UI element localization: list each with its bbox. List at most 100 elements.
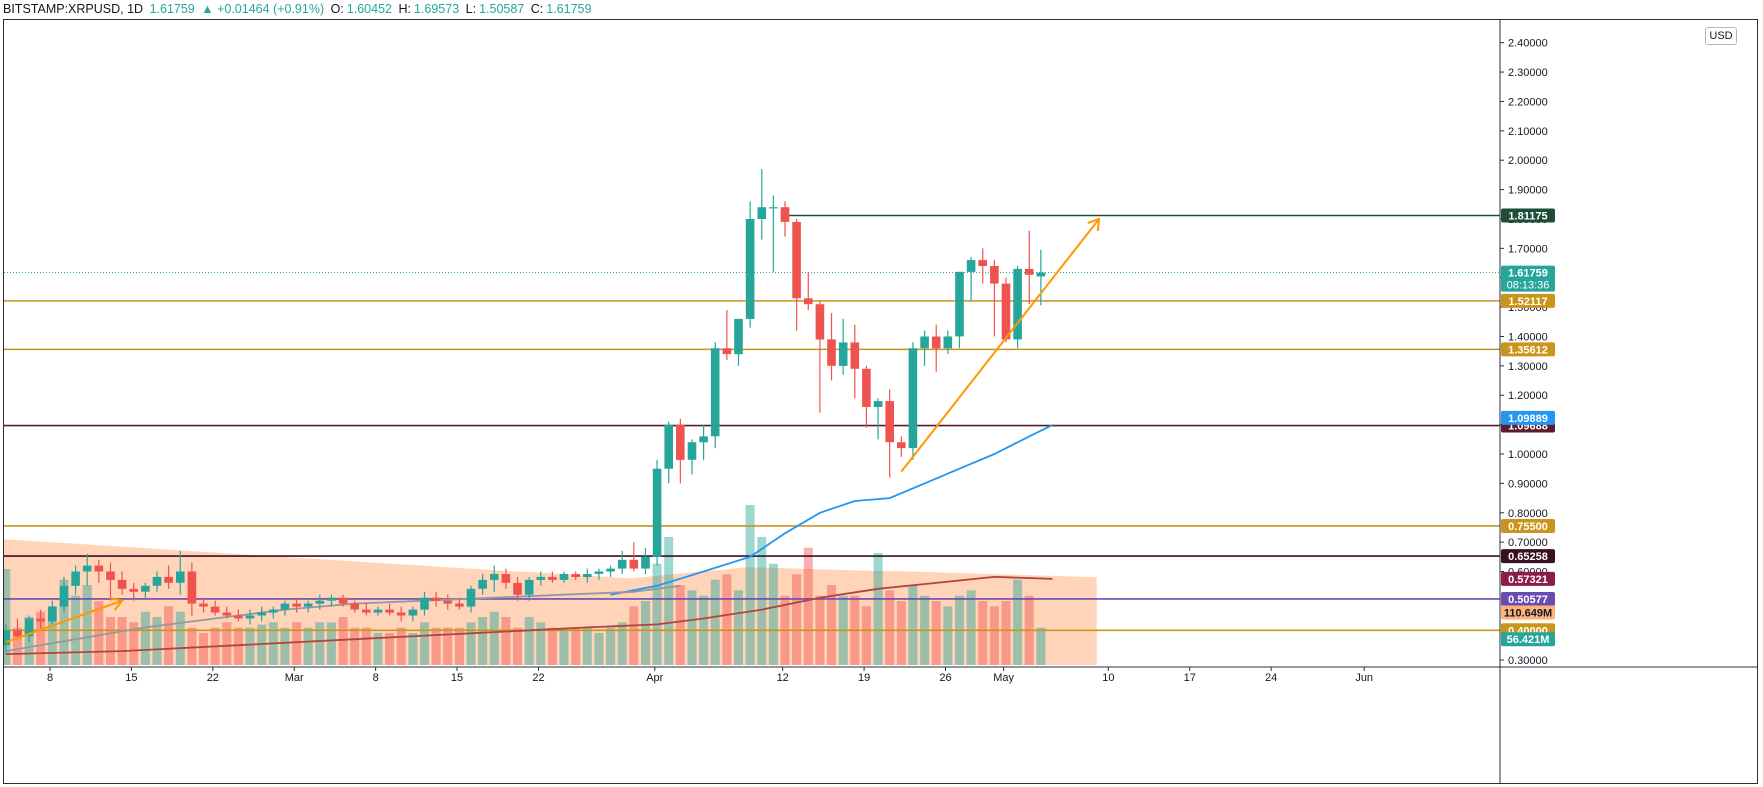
candle[interactable] bbox=[431, 591, 441, 607]
candle[interactable] bbox=[362, 603, 371, 616]
candle[interactable] bbox=[710, 342, 720, 449]
candle[interactable] bbox=[466, 585, 476, 613]
candle[interactable] bbox=[176, 550, 185, 595]
candle[interactable] bbox=[2, 624, 11, 655]
candle[interactable] bbox=[59, 576, 69, 613]
volume-bar bbox=[326, 622, 336, 665]
candle[interactable] bbox=[722, 310, 732, 360]
candle[interactable] bbox=[280, 600, 290, 616]
candle-body bbox=[327, 597, 336, 601]
candle[interactable] bbox=[94, 559, 104, 583]
candle[interactable] bbox=[920, 330, 929, 366]
candle[interactable] bbox=[234, 609, 243, 622]
candle[interactable] bbox=[652, 459, 662, 566]
candle[interactable] bbox=[827, 312, 836, 381]
candle[interactable] bbox=[164, 565, 173, 589]
candle[interactable] bbox=[106, 562, 115, 601]
candle[interactable] bbox=[943, 330, 953, 355]
candle[interactable] bbox=[617, 550, 627, 574]
candle[interactable] bbox=[862, 365, 871, 428]
candle[interactable] bbox=[117, 571, 127, 595]
candle[interactable] bbox=[931, 324, 941, 372]
candle[interactable] bbox=[978, 248, 987, 284]
candle[interactable] bbox=[850, 324, 860, 399]
candle[interactable] bbox=[676, 418, 685, 484]
symbol-label[interactable]: BITSTAMP:XRPUSD, 1D bbox=[3, 2, 144, 16]
candle[interactable] bbox=[1024, 230, 1034, 305]
candle[interactable] bbox=[1001, 277, 1011, 343]
candle[interactable] bbox=[524, 576, 534, 601]
candle[interactable] bbox=[490, 565, 499, 592]
candle[interactable] bbox=[13, 618, 22, 640]
candle[interactable] bbox=[559, 571, 569, 583]
candle[interactable] bbox=[780, 201, 790, 237]
candle[interactable] bbox=[641, 548, 650, 574]
candle[interactable] bbox=[210, 600, 220, 616]
candle[interactable] bbox=[629, 542, 639, 572]
candle[interactable] bbox=[420, 591, 429, 616]
candle[interactable] bbox=[327, 594, 336, 607]
candle[interactable] bbox=[745, 201, 755, 328]
candle[interactable] bbox=[804, 271, 813, 311]
candle[interactable] bbox=[990, 260, 999, 337]
candle[interactable] bbox=[24, 615, 34, 643]
candle[interactable] bbox=[583, 568, 592, 583]
candle[interactable] bbox=[245, 609, 255, 625]
candle[interactable] bbox=[443, 594, 452, 610]
candle[interactable] bbox=[36, 609, 45, 631]
candle[interactable] bbox=[478, 573, 487, 595]
candle-body bbox=[350, 603, 359, 610]
candle[interactable] bbox=[757, 169, 767, 240]
candle[interactable] bbox=[315, 594, 325, 610]
candle[interactable] bbox=[373, 606, 383, 616]
candle[interactable] bbox=[536, 571, 546, 586]
candle[interactable] bbox=[966, 257, 976, 302]
candle[interactable] bbox=[396, 606, 406, 622]
candle[interactable] bbox=[222, 606, 232, 619]
candle[interactable] bbox=[303, 600, 313, 613]
candle-body bbox=[117, 579, 127, 589]
candle[interactable] bbox=[408, 606, 418, 622]
candle[interactable] bbox=[606, 565, 615, 577]
candle[interactable] bbox=[687, 439, 697, 475]
candle[interactable] bbox=[152, 571, 162, 592]
candle[interactable] bbox=[734, 318, 743, 366]
candle[interactable] bbox=[187, 562, 197, 616]
candle[interactable] bbox=[129, 582, 138, 601]
candle[interactable] bbox=[71, 565, 80, 595]
candle[interactable] bbox=[1013, 265, 1022, 349]
candle[interactable] bbox=[955, 271, 964, 349]
volume-bar bbox=[768, 563, 778, 665]
candle[interactable] bbox=[350, 600, 359, 613]
candle[interactable] bbox=[885, 389, 894, 478]
candle[interactable] bbox=[292, 597, 301, 613]
candle[interactable] bbox=[838, 318, 848, 375]
candle[interactable] bbox=[1036, 249, 1046, 306]
candle[interactable] bbox=[664, 421, 673, 484]
candle[interactable] bbox=[699, 424, 708, 460]
candle[interactable] bbox=[897, 436, 906, 457]
candle[interactable] bbox=[571, 571, 580, 580]
candle[interactable] bbox=[792, 218, 801, 331]
candle[interactable] bbox=[769, 195, 778, 272]
currency-button[interactable]: USD bbox=[1705, 27, 1737, 45]
candle[interactable] bbox=[48, 600, 57, 625]
candle[interactable] bbox=[338, 594, 348, 607]
chart-frame[interactable] bbox=[3, 19, 1758, 784]
candle[interactable] bbox=[455, 597, 464, 610]
candle[interactable] bbox=[257, 606, 266, 622]
candle[interactable] bbox=[385, 603, 394, 616]
volume-bar bbox=[908, 585, 918, 665]
candle[interactable] bbox=[513, 576, 522, 601]
candle[interactable] bbox=[199, 597, 208, 613]
candle[interactable] bbox=[501, 568, 511, 589]
candle[interactable] bbox=[141, 582, 150, 598]
candle[interactable] bbox=[269, 606, 278, 619]
candle[interactable] bbox=[594, 568, 604, 580]
candle[interactable] bbox=[82, 553, 92, 586]
candle[interactable] bbox=[908, 342, 918, 460]
candle[interactable] bbox=[815, 301, 825, 413]
candle[interactable] bbox=[548, 571, 557, 583]
candle[interactable] bbox=[873, 398, 883, 440]
